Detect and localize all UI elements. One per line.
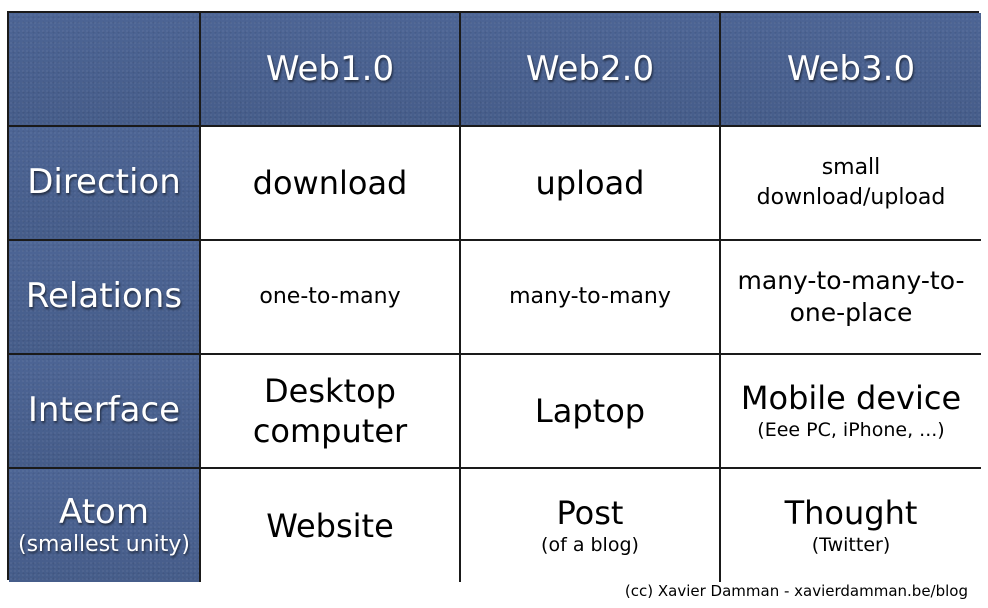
table-cell: Mobile device (Eee PC, iPhone, ...) bbox=[721, 355, 981, 469]
column-header-label: Web1.0 bbox=[265, 49, 395, 89]
row-header-label: Relations bbox=[25, 276, 183, 317]
table-cell: Website bbox=[201, 469, 461, 582]
row-header-sublabel: (smallest unity) bbox=[17, 531, 191, 557]
cell-text: many-to-many bbox=[509, 284, 671, 310]
row-header-label: Interface bbox=[27, 390, 181, 431]
row-header-label: Atom bbox=[59, 491, 149, 532]
table-cell: many-to-many bbox=[461, 241, 721, 355]
row-header-atom: Atom (smallest unity) bbox=[9, 469, 201, 582]
row-header-direction: Direction bbox=[9, 127, 201, 241]
table-cell: one-to-many bbox=[201, 241, 461, 355]
cell-text: Post bbox=[556, 493, 624, 532]
table-cell: small download/upload bbox=[721, 127, 981, 241]
cell-text: Desktop computer bbox=[252, 372, 408, 450]
cell-text: download bbox=[252, 164, 408, 202]
table-cell: download bbox=[201, 127, 461, 241]
row-header-label: Direction bbox=[27, 162, 181, 203]
cell-text: many-to-many-to-one-place bbox=[737, 265, 965, 328]
cell-text: upload bbox=[535, 164, 645, 202]
column-header-web2: Web2.0 bbox=[461, 13, 721, 127]
row-header-interface: Interface bbox=[9, 355, 201, 469]
comparison-table: Web1.0 Web2.0 Web3.0 Direction download … bbox=[7, 11, 981, 582]
cell-text: Mobile device bbox=[740, 379, 962, 418]
cell-subtext: (Twitter) bbox=[811, 533, 891, 556]
cell-text: Laptop bbox=[534, 392, 646, 430]
column-header-web1: Web1.0 bbox=[201, 13, 461, 127]
table-cell: many-to-many-to-one-place bbox=[721, 241, 981, 355]
column-header-label: Web3.0 bbox=[786, 49, 916, 89]
table-cell: upload bbox=[461, 127, 721, 241]
cell-subtext: (Eee PC, iPhone, ...) bbox=[757, 419, 945, 442]
corner-cell bbox=[9, 13, 201, 127]
table-cell: Laptop bbox=[461, 355, 721, 469]
cell-text: Website bbox=[266, 506, 394, 545]
table-cell: Thought (Twitter) bbox=[721, 469, 981, 582]
column-header-web3: Web3.0 bbox=[721, 13, 981, 127]
credit-line: (cc) Xavier Damman - xavierdamman.be/blo… bbox=[624, 582, 968, 600]
cell-subtext: (of a blog) bbox=[541, 533, 639, 556]
table-cell: Post (of a blog) bbox=[461, 469, 721, 582]
cell-text: small download/upload bbox=[756, 155, 946, 210]
row-header-relations: Relations bbox=[9, 241, 201, 355]
column-header-label: Web2.0 bbox=[525, 49, 655, 89]
cell-text: Thought bbox=[784, 493, 918, 532]
cell-text: one-to-many bbox=[259, 284, 401, 310]
table-cell: Desktop computer bbox=[201, 355, 461, 469]
